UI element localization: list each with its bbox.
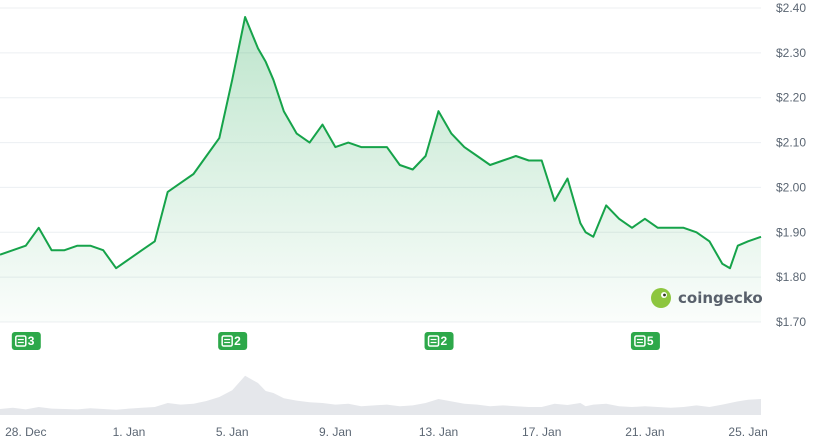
- news-marker-count: 2: [234, 334, 241, 348]
- gecko-pupil-icon: [663, 293, 666, 297]
- newspaper-icon: [221, 335, 233, 347]
- y-tick-label: $1.80: [776, 270, 806, 284]
- y-axis: $2.40 $2.30 $2.20 $2.10 $2.00 $1.90 $1.80 $1.70: [776, 1, 806, 329]
- news-marker-count: 2: [441, 334, 448, 348]
- price-series[interactable]: [0, 16, 762, 270]
- x-tick-label: 1. Jan: [113, 425, 146, 439]
- x-tick-label: 25. Jan: [728, 425, 767, 439]
- news-marker[interactable]: 5: [630, 332, 660, 350]
- y-tick-label: $2.10: [776, 136, 806, 150]
- news-marker-count: 3: [28, 334, 35, 348]
- newspaper-icon: [15, 335, 27, 347]
- news-marker[interactable]: 2: [218, 332, 248, 350]
- price-area: [0, 17, 761, 322]
- y-tick-label: $1.90: [776, 225, 806, 239]
- x-tick-label: 21. Jan: [625, 425, 664, 439]
- price-area-path: [0, 17, 761, 322]
- newspaper-icon: [427, 335, 440, 347]
- x-tick-label: 13. Jan: [419, 425, 458, 439]
- volume-area: [0, 375, 761, 415]
- x-tick-label: 9. Jan: [319, 425, 352, 439]
- y-tick-label: $2.00: [776, 180, 806, 194]
- x-tick-label: 5. Jan: [216, 425, 249, 439]
- price-line[interactable]: [0, 16, 762, 270]
- news-marker[interactable]: 2: [424, 332, 454, 350]
- y-tick-label: $2.30: [776, 46, 806, 60]
- news-marker-count: 5: [647, 334, 654, 348]
- newspaper-icon: [634, 335, 646, 347]
- y-tick-label: $2.20: [776, 91, 806, 105]
- news-markers[interactable]: 3 2 2 5: [11, 332, 660, 350]
- y-tick-label: $1.70: [776, 315, 806, 329]
- news-marker[interactable]: 3: [11, 332, 41, 350]
- x-tick-label: 17. Jan: [522, 425, 561, 439]
- watermark-text: coingecko: [678, 289, 763, 307]
- volume-path: [0, 375, 761, 415]
- y-tick-label: $2.40: [776, 1, 806, 15]
- gecko-logo-icon: [651, 288, 671, 308]
- coingecko-watermark: coingecko: [651, 288, 763, 308]
- x-tick-label: 28. Dec: [5, 425, 46, 439]
- x-axis: 28. Dec 1. Jan 5. Jan 9. Jan 13. Jan 17. Jan 2…: [5, 425, 768, 439]
